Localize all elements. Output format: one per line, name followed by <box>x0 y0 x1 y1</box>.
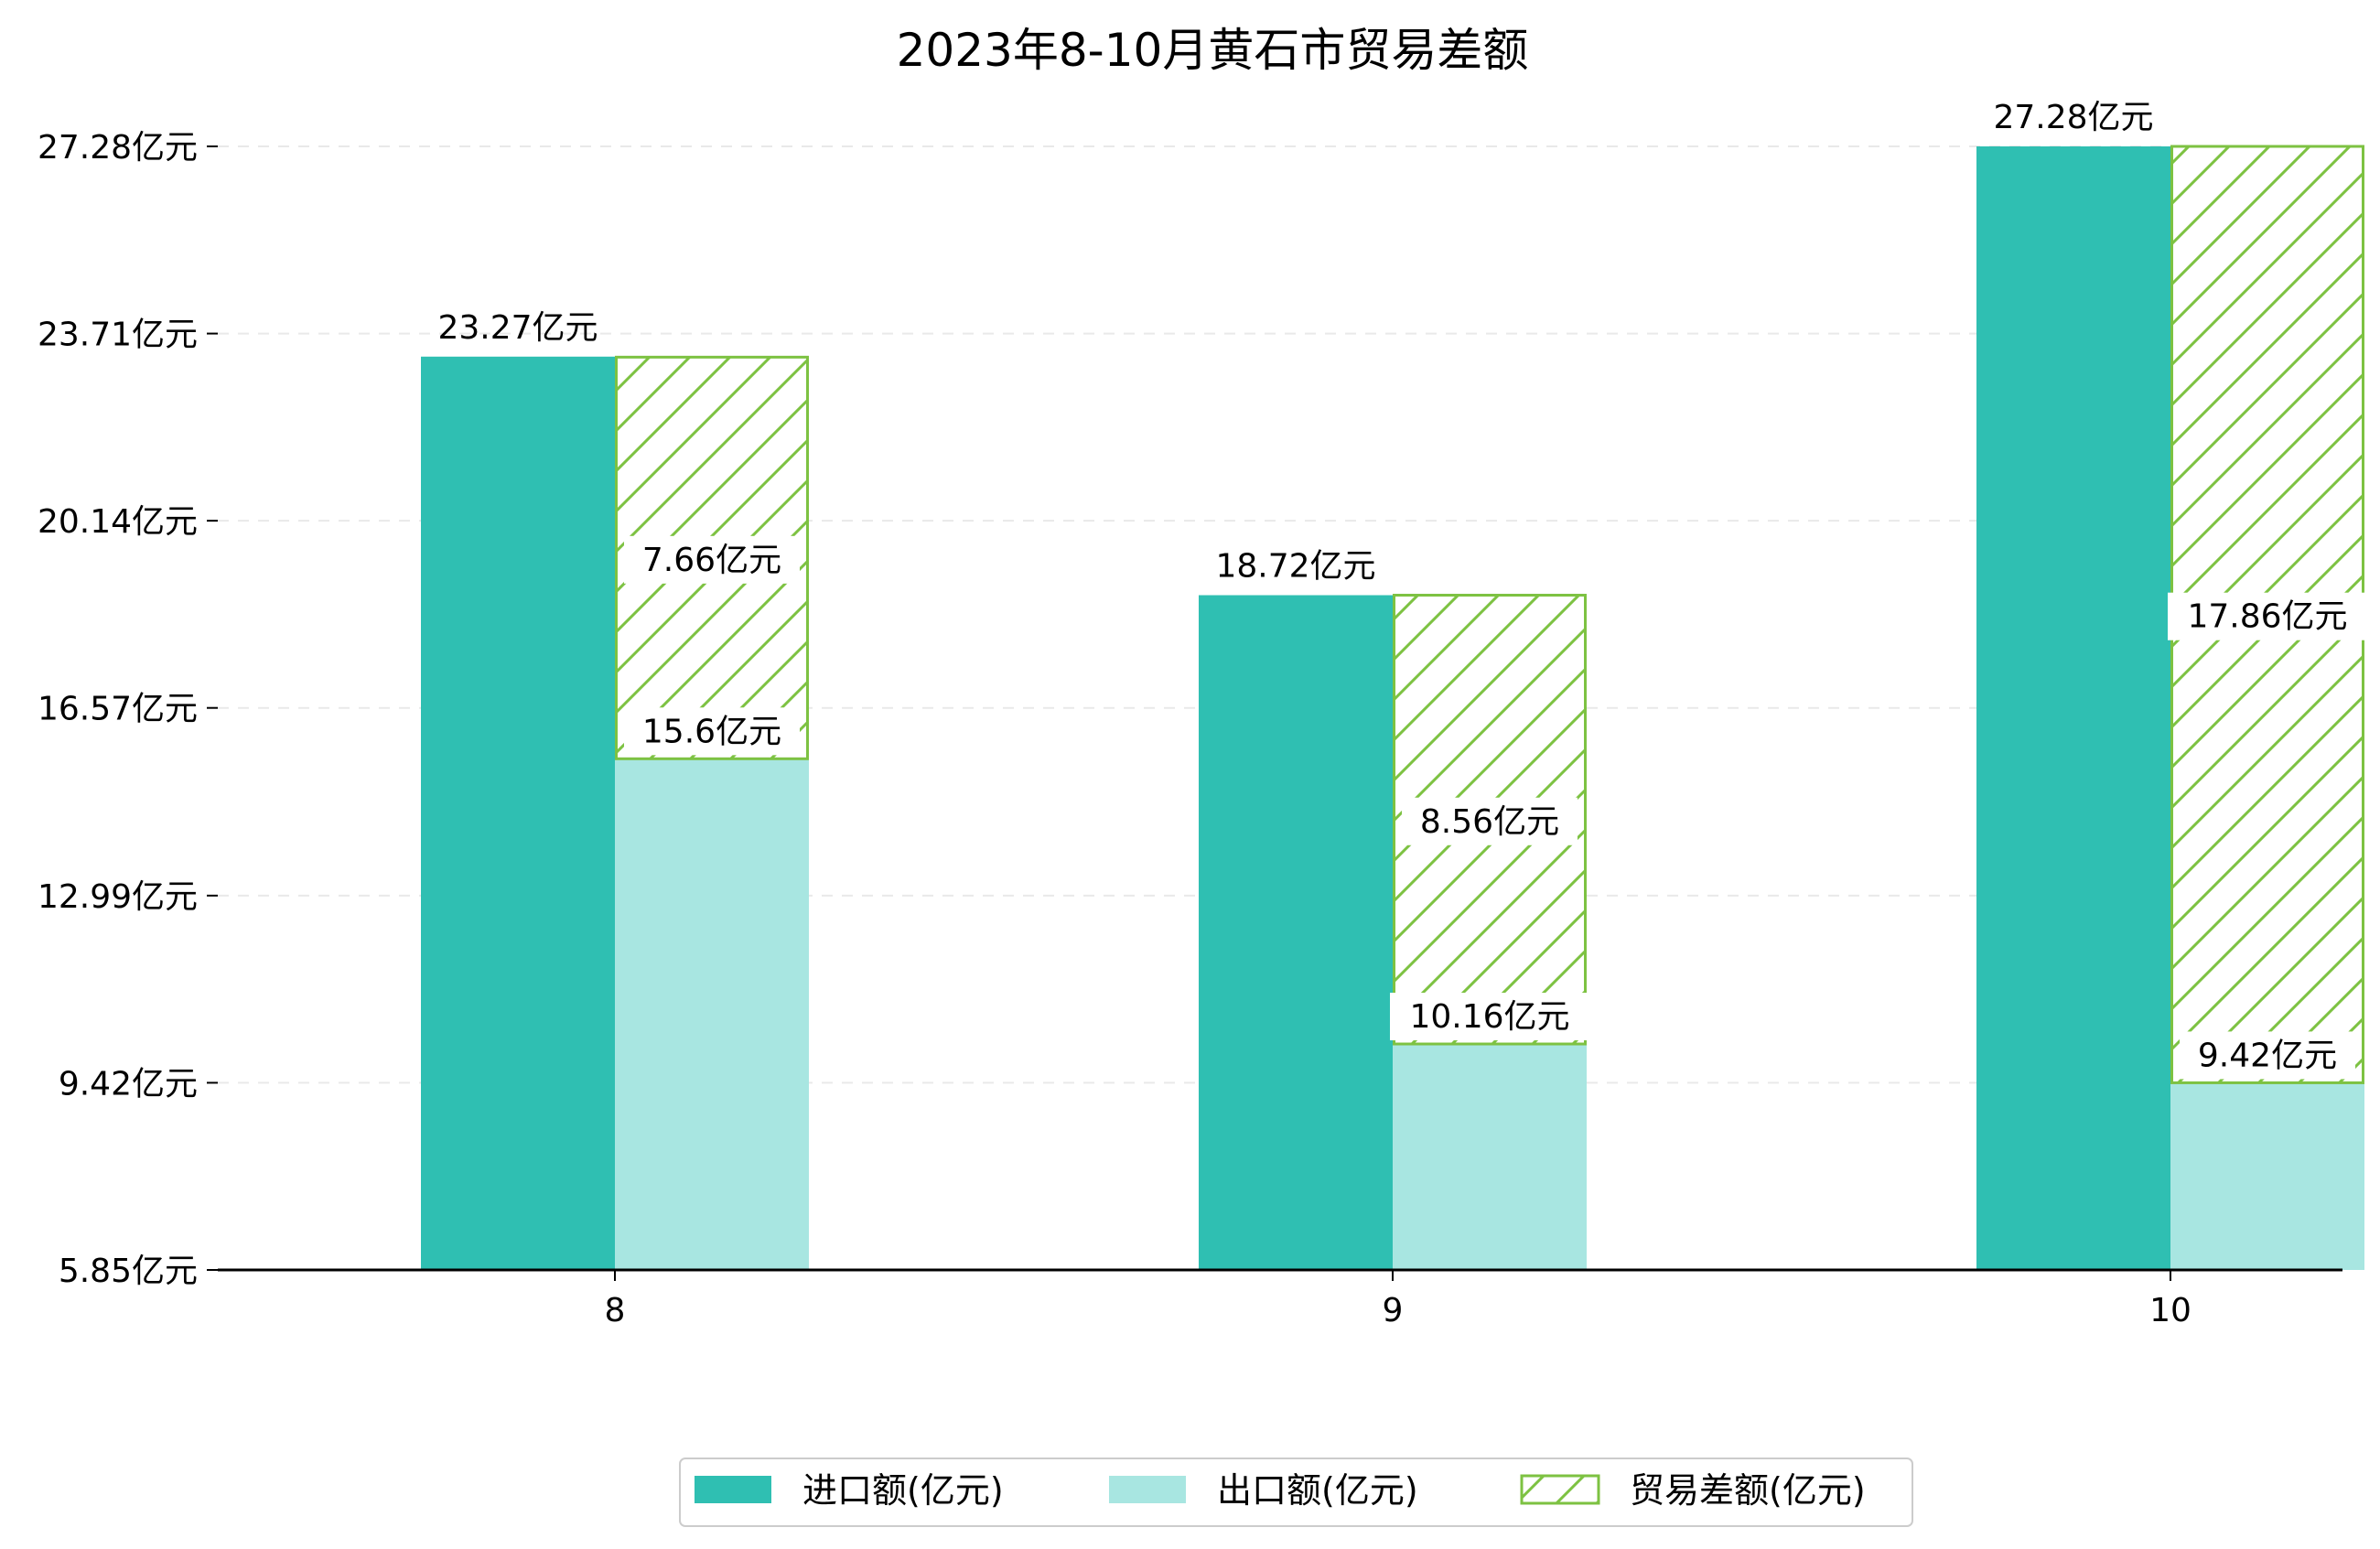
label-trade-balance: 7.66亿元 <box>624 535 800 584</box>
value-label-text: 15.6亿元 <box>642 713 781 750</box>
value-label-bg <box>2168 592 2367 640</box>
legend-swatch <box>1520 1474 1600 1505</box>
x-tick-label: 10 <box>2149 1292 2192 1329</box>
legend-item-import: 进口额(亿元) <box>695 1470 1004 1511</box>
bars <box>421 145 2364 1270</box>
value-label-bg <box>1390 993 1589 1041</box>
label-import: 18.72亿元 <box>1215 548 1375 586</box>
value-labels: 23.27亿元 15.6亿元 7.66亿元 18.72亿元 10.16亿元 8.56亿元 2… <box>437 99 2367 1080</box>
legend-swatch <box>1109 1476 1186 1503</box>
bar-export <box>615 758 809 1270</box>
legend-label: 出口额(亿元) <box>1217 1470 1418 1511</box>
bar-export <box>1393 1044 1587 1270</box>
y-tick-label: 12.99亿元 <box>38 878 198 916</box>
label-trade-balance: 17.86亿元 <box>2168 592 2367 640</box>
value-label-text: 18.72亿元 <box>1215 548 1375 586</box>
legend: 进口额(亿元) 出口额(亿元) 贸易差额(亿元) <box>679 1458 1913 1527</box>
label-export: 9.42亿元 <box>2180 1031 2355 1080</box>
label-export: 10.16亿元 <box>1390 993 1589 1041</box>
value-label-text: 9.42亿元 <box>2198 1037 2337 1074</box>
label-trade-balance: 8.56亿元 <box>1402 797 1578 845</box>
bar-export <box>2170 1082 2364 1270</box>
axes: 5.85亿元 9.42亿元 12.99亿元 16.57亿元 20.14亿元 23.71亿元… <box>38 129 2342 1329</box>
y-tick-label: 20.14亿元 <box>38 503 198 541</box>
bar-import <box>1976 146 2170 1270</box>
legend-box <box>679 1458 1913 1527</box>
label-export: 15.6亿元 <box>624 707 800 756</box>
value-label-bg <box>1402 797 1578 845</box>
value-label-text: 7.66亿元 <box>642 542 781 579</box>
value-label-text: 27.28亿元 <box>1993 99 2153 136</box>
legend-label: 进口额(亿元) <box>802 1470 1004 1511</box>
legend-item-trade-balance: 贸易差额(亿元) <box>1520 1470 1866 1511</box>
y-tick-label: 16.57亿元 <box>38 691 198 728</box>
x-tick-label: 9 <box>1383 1292 1404 1329</box>
legend-swatch <box>695 1476 771 1503</box>
bar-import <box>421 356 615 1270</box>
value-label-text: 8.56亿元 <box>1420 803 1559 841</box>
y-tick-label: 23.71亿元 <box>38 317 198 354</box>
bar-import <box>1199 595 1393 1270</box>
legend-label: 贸易差额(亿元) <box>1630 1470 1866 1511</box>
y-tick-label: 5.85亿元 <box>59 1253 198 1290</box>
chart-title: 2023年8-10月黄石市贸易差额 <box>897 24 1529 77</box>
value-label-text: 23.27亿元 <box>437 309 598 347</box>
value-label-text: 17.86亿元 <box>2187 598 2347 636</box>
value-label-bg <box>624 535 800 584</box>
value-label-bg <box>624 707 800 756</box>
y-tick-label: 9.42亿元 <box>59 1065 198 1103</box>
legend-item-export: 出口额(亿元) <box>1109 1470 1418 1511</box>
value-label-text: 10.16亿元 <box>1409 998 1569 1036</box>
label-import: 23.27亿元 <box>437 309 598 347</box>
y-tick-label: 27.28亿元 <box>38 129 198 167</box>
x-tick-label: 8 <box>605 1292 626 1329</box>
label-import: 27.28亿元 <box>1993 99 2153 136</box>
value-label-bg <box>2180 1031 2355 1080</box>
